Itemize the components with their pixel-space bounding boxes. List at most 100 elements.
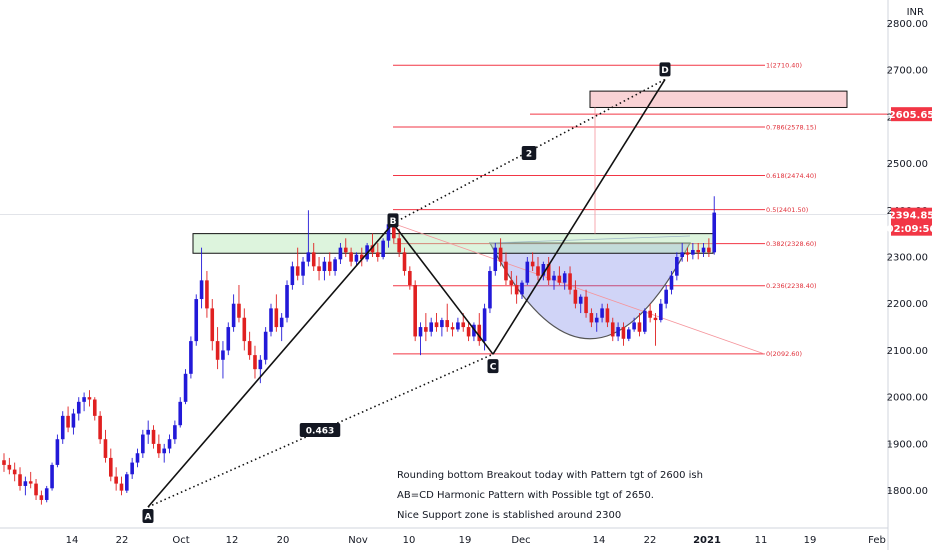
candle-body [76,401,81,414]
candle-body [392,224,396,239]
ratio-label-box [299,423,341,437]
y-tick-label: 2500.00 [887,159,928,170]
point-label-box [659,62,671,77]
x-tick-label: 11 [755,535,768,546]
candle-body [130,462,134,475]
candle-body [461,322,466,328]
candle-body [594,317,599,323]
y-tick-label: 2200.00 [887,299,928,310]
ratio-label-box [521,146,537,160]
candle-body [376,252,380,257]
candle-body [18,474,22,486]
candle-body [183,373,188,402]
candle-body [226,327,231,351]
candle-body [546,264,551,281]
y-tick-label: 1900.00 [887,439,928,450]
candle-body [600,308,604,318]
candle-body [210,308,215,342]
y-tick-label: 2300.00 [887,252,928,263]
candle-body [402,252,407,272]
candle-body [306,252,311,262]
fib-level-label: 0.236(2238.40) [766,282,817,290]
candle-body [301,261,305,276]
candle-body [456,322,460,330]
fib-level-label: 0.618(2474.40) [766,172,817,180]
candle-body [488,271,492,309]
annotation-text: Rounding bottom Breakout today with Patt… [397,470,703,481]
candle-body [205,280,209,309]
candle-body [434,322,439,328]
x-tick-label: Nov [348,535,368,546]
candle-body [141,434,145,454]
candle-body [509,280,514,286]
candle-body [338,247,343,260]
candle-body [92,399,97,416]
candle-body [7,464,12,470]
candle-body [28,481,33,484]
candle-body [610,322,615,337]
candle-body [659,303,663,321]
rounding-bottom-shape [489,242,691,340]
candle-body [370,245,375,253]
countdown-badge-text: 02:09:56 [887,224,932,235]
x-tick-label: 2021 [693,535,721,546]
downtrend-line [392,222,766,355]
x-tick-label: 20 [277,535,290,546]
candle-body [333,259,337,272]
point-label-b: B [390,217,397,227]
candle-body [578,296,583,304]
candle-body [552,275,556,281]
candle-body [691,249,695,255]
candle-body [429,322,433,332]
candle-body [194,299,199,342]
annotation-text: Nice Support zone is stablished around 2… [397,510,621,521]
point-label-box [142,508,154,523]
candle-body [173,425,177,440]
ratio-label: 0.463 [306,427,334,437]
fib-level-label: 0(2092.60) [766,350,802,358]
y-tick-label: 2800.00 [887,19,928,30]
point-label-c: C [490,363,497,373]
candle-body [530,261,535,267]
candle-body [418,327,423,337]
candle-body [525,261,530,283]
candle-body [215,341,220,360]
candle-body [712,212,717,253]
candle-body [50,464,54,489]
candle-body [60,415,65,440]
target-price-badge-text: 2605.65 [889,110,932,121]
candle-body [707,247,711,253]
candle-body [311,252,316,267]
candle-body [472,324,476,337]
candle-body [349,252,353,262]
candle-body [520,282,524,295]
candle-body [285,285,289,318]
candle-body [322,261,327,272]
leg-bc-line [392,222,494,355]
x-tick-label: 19 [804,535,817,546]
y-tick-label: 2000.00 [887,393,928,404]
target-price-badge [891,107,932,122]
y-tick-label: 2100.00 [887,346,928,357]
candle-body [562,273,567,283]
candle-body [605,308,610,323]
candle-body [653,317,658,321]
x-tick-label: 22 [116,535,129,546]
candle-body [413,285,417,337]
candle-body [114,476,118,484]
candle-body [589,313,594,323]
candle-body [573,289,578,304]
ratio-label: 2 [526,150,532,160]
x-tick-label: Dec [511,535,530,546]
rounding-bottom-rim [489,235,691,244]
candle-body [178,401,183,426]
candle-body [327,261,332,272]
x-tick-label: Feb [868,535,886,546]
candle-body [381,240,385,257]
candle-body [157,443,161,454]
x-tick-label: 12 [226,535,239,546]
candle-body [242,317,247,342]
candle-body [12,469,17,475]
candle-body [247,341,252,356]
